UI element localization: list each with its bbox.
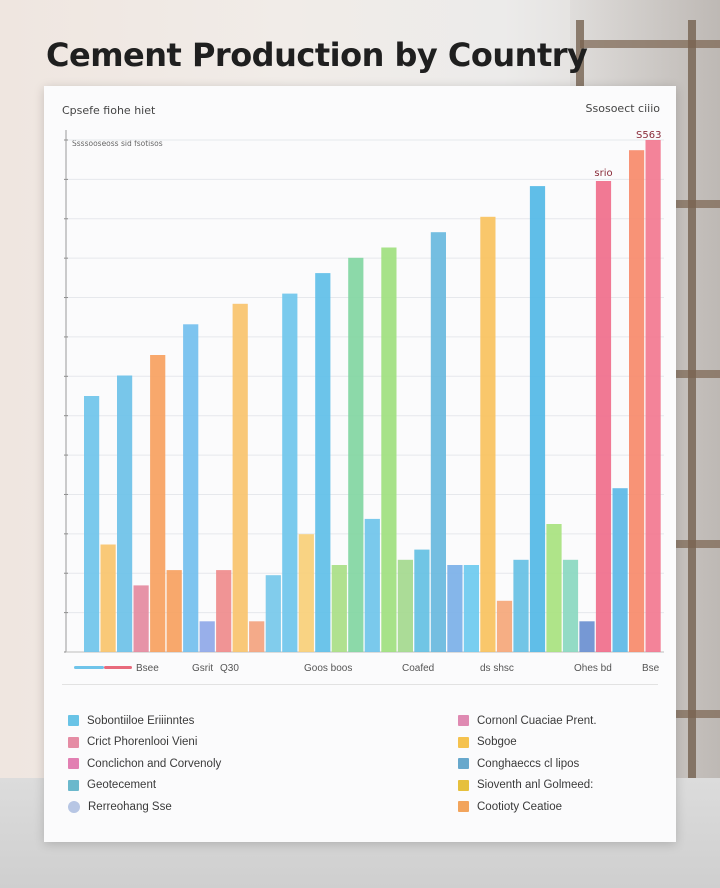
chart-card: Cpsefe fiohe hiet Ssosoect ciiio Ssssoos…: [44, 86, 676, 842]
legend-item: Sobgoe: [458, 732, 597, 754]
legend-swatch: [68, 779, 79, 791]
bar: [331, 565, 347, 652]
bar: [265, 575, 281, 652]
legend-item: Cornonl Cuaciae Prent.: [458, 710, 597, 732]
legend-item: Sobontiiloe Eriiinntes: [68, 710, 221, 732]
bar-chart-plot: srio: [64, 130, 664, 653]
x-tick-label: ds shsc: [480, 663, 514, 674]
bar: [447, 565, 463, 652]
x-tick-label: Bse: [642, 663, 660, 674]
bar: [546, 524, 562, 652]
bar: [496, 600, 513, 652]
page-title: Cement Production by Country: [46, 36, 588, 74]
legend-swatch: [458, 779, 469, 791]
bar: [315, 273, 331, 652]
bar: [216, 570, 232, 652]
legend-swatch: [68, 736, 79, 748]
legend-sample-red: [104, 666, 132, 669]
legend-swatch: [68, 800, 80, 813]
bar: [629, 150, 645, 652]
legend-swatch: [68, 758, 79, 770]
bar: [430, 232, 446, 652]
bar: [150, 355, 166, 652]
legend-label: Sobontiiloe Eriiinntes: [87, 714, 195, 727]
bar: [645, 140, 661, 652]
bar: [133, 585, 149, 652]
legend-label: Rerreohang Sse: [88, 800, 172, 813]
bar: [579, 621, 595, 652]
bar: [513, 559, 529, 652]
x-tick-label: Ohes bd: [574, 663, 612, 674]
x-tick-label: Bsee: [136, 663, 159, 674]
legend-swatch: [68, 715, 79, 727]
bar: [100, 544, 116, 652]
x-tick-label: Gsrit: [192, 663, 214, 674]
bar: [562, 559, 579, 652]
legend-swatch: [458, 715, 469, 727]
legend-sample-blue: [74, 666, 104, 669]
legend-label: Sioventh anl Golmeed:: [477, 779, 594, 792]
bar: [348, 257, 364, 652]
bar: [232, 303, 248, 652]
x-tick-label: Goos boos: [304, 663, 353, 674]
bar: [183, 324, 199, 652]
bar: [298, 534, 314, 652]
legend-item: Rerreohang Sse: [68, 796, 221, 818]
bar: [595, 181, 612, 652]
x-tick-label: Q30: [220, 663, 239, 674]
legend-label: Geotecement: [87, 779, 157, 792]
peak-value-label: S563: [636, 130, 662, 141]
bar: [282, 293, 298, 652]
bar: [463, 565, 479, 652]
x-tick-label: Coafed: [402, 663, 435, 674]
legend-item: Sioventh anl Golmeed:: [458, 775, 597, 797]
bar-data-label: srio: [594, 168, 612, 179]
bar: [397, 559, 413, 652]
bar: [84, 396, 100, 652]
legend-item: Conghaeccs cl lipos: [458, 753, 597, 775]
legend-label: Conclichon and Corvenoly: [87, 757, 222, 770]
legend-label: Cootioty Ceatioe: [477, 800, 563, 813]
legend-item: Cootioty Ceatioe: [458, 796, 597, 818]
bar: [199, 621, 215, 652]
legend-label: Crict Phorenlooi Vieni: [87, 736, 198, 749]
legend-label: Sobgoe: [477, 736, 517, 749]
bar: [529, 186, 546, 652]
legend-label: Conghaeccs cl lipos: [477, 757, 580, 770]
legend-right-column: Cornonl Cuaciae Prent. Sobgoe Conghaeccs c…: [458, 710, 597, 818]
legend-swatch: [458, 758, 469, 770]
bar: [381, 247, 397, 652]
chart-subtitle: Ssssooseoss sid fsotisos: [72, 139, 163, 148]
legend-item: Conclichon and Corvenoly: [68, 753, 221, 775]
card-top-right-label: Ssosoect ciiio: [585, 102, 660, 115]
legend-swatch: [458, 801, 469, 813]
legend-item: Crict Phorenlooi Vieni: [68, 732, 221, 754]
bar: [249, 621, 265, 652]
legend-item: Geotecement: [68, 775, 221, 797]
card-top-left-label: Cpsefe fiohe hiet: [62, 104, 156, 117]
bar: [480, 216, 496, 653]
legend-left-column: Sobontiiloe Eriiinntes Crict Phorenlooi V…: [68, 710, 221, 818]
legend-label: Cornonl Cuaciae Prent.: [477, 714, 597, 727]
legend-swatch: [458, 736, 469, 748]
bar: [117, 375, 133, 652]
bar: [612, 488, 628, 652]
legend-divider: [62, 684, 658, 685]
bar: [364, 518, 380, 652]
bar: [414, 549, 430, 652]
bar: [166, 570, 182, 652]
